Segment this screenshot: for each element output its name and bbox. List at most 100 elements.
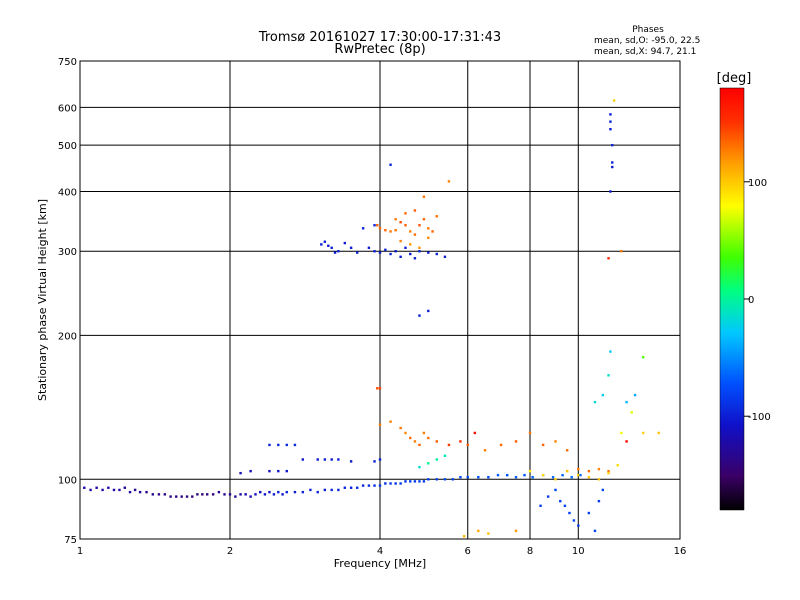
data-point xyxy=(175,495,178,498)
data-point xyxy=(427,436,430,440)
data-point xyxy=(409,480,412,483)
data-point xyxy=(138,490,142,494)
data-point xyxy=(616,464,619,467)
data-point xyxy=(384,228,387,232)
data-point xyxy=(435,458,438,461)
data-point xyxy=(244,493,247,496)
data-point xyxy=(477,476,480,479)
data-point xyxy=(180,495,183,498)
data-point xyxy=(607,469,610,473)
data-point xyxy=(389,163,392,166)
data-point xyxy=(435,252,438,256)
data-point xyxy=(554,478,557,481)
colorbar-tick-label: 0 xyxy=(748,295,754,306)
data-point xyxy=(609,127,612,131)
x-tick-label: 16 xyxy=(674,546,687,557)
y-axis-label: Stationary phase Virtual Height [km] xyxy=(36,199,49,401)
data-point xyxy=(378,387,382,390)
data-point xyxy=(633,393,637,397)
data-point xyxy=(565,469,569,473)
data-point xyxy=(389,230,392,233)
data-point xyxy=(487,476,490,479)
data-point xyxy=(514,476,518,479)
x-tick-label: 4 xyxy=(377,546,383,557)
data-point xyxy=(367,246,371,249)
data-point xyxy=(528,469,532,473)
data-point xyxy=(597,478,601,481)
data-point xyxy=(337,458,340,461)
data-point xyxy=(389,420,392,423)
data-point xyxy=(609,350,612,353)
data-point xyxy=(316,458,319,461)
data-point xyxy=(378,227,382,230)
data-point xyxy=(447,180,451,183)
data-point xyxy=(487,532,490,535)
data-point xyxy=(577,473,580,477)
data-point xyxy=(389,252,392,256)
data-point xyxy=(422,480,426,483)
data-point xyxy=(418,443,421,447)
data-point xyxy=(427,478,430,481)
data-point xyxy=(642,356,645,359)
data-point xyxy=(254,493,257,496)
data-point xyxy=(427,227,430,230)
data-point xyxy=(466,443,469,447)
data-point xyxy=(285,469,288,473)
data-point xyxy=(572,519,576,522)
data-point xyxy=(630,411,633,414)
data-point xyxy=(118,488,121,492)
y-tick-label: 600 xyxy=(58,103,77,114)
chart-subtitle: RwPretec (8p) xyxy=(334,42,425,57)
data-point xyxy=(337,250,340,253)
colorbar-tick-label: -100 xyxy=(748,412,771,423)
data-point xyxy=(211,493,215,496)
data-point xyxy=(169,495,172,498)
data-point xyxy=(568,511,571,515)
y-tick-label: 400 xyxy=(58,187,77,198)
data-point xyxy=(418,246,421,249)
data-point xyxy=(625,440,628,443)
data-point xyxy=(499,443,503,447)
scatter-points xyxy=(83,99,660,538)
data-point xyxy=(418,465,421,469)
data-point xyxy=(607,374,610,377)
data-point xyxy=(601,393,605,397)
stats-header: Phases xyxy=(632,25,664,35)
data-point xyxy=(587,469,591,473)
data-point xyxy=(577,524,580,527)
data-point xyxy=(293,490,297,494)
data-point xyxy=(435,215,438,218)
data-point xyxy=(259,490,262,494)
data-point xyxy=(349,460,353,463)
data-point xyxy=(607,471,610,475)
colorbar-label: [deg] xyxy=(717,71,752,86)
data-point xyxy=(541,473,545,477)
data-point xyxy=(587,511,591,515)
data-point xyxy=(642,431,645,435)
y-tick-label: 300 xyxy=(58,247,77,258)
data-point xyxy=(427,251,430,254)
chart-title: Tromsø 20161027 17:30:00-17:31:43 xyxy=(258,30,501,45)
data-point xyxy=(217,490,221,494)
data-point xyxy=(427,462,430,465)
data-point xyxy=(427,236,430,240)
data-point xyxy=(228,493,232,496)
data-point xyxy=(389,482,392,485)
data-point xyxy=(361,227,365,230)
data-point xyxy=(205,493,209,496)
data-point xyxy=(133,488,137,492)
data-point xyxy=(367,484,371,487)
data-point xyxy=(620,250,623,253)
data-point xyxy=(384,248,387,252)
data-point xyxy=(563,504,567,508)
data-point xyxy=(559,499,562,503)
data-point xyxy=(263,493,267,496)
data-point xyxy=(373,224,376,227)
data-point xyxy=(320,243,323,246)
data-point xyxy=(554,488,557,492)
data-point xyxy=(101,488,104,492)
data-point xyxy=(561,473,564,477)
data-point xyxy=(611,143,614,147)
x-tick-label: 6 xyxy=(465,546,471,557)
data-point xyxy=(422,431,426,435)
